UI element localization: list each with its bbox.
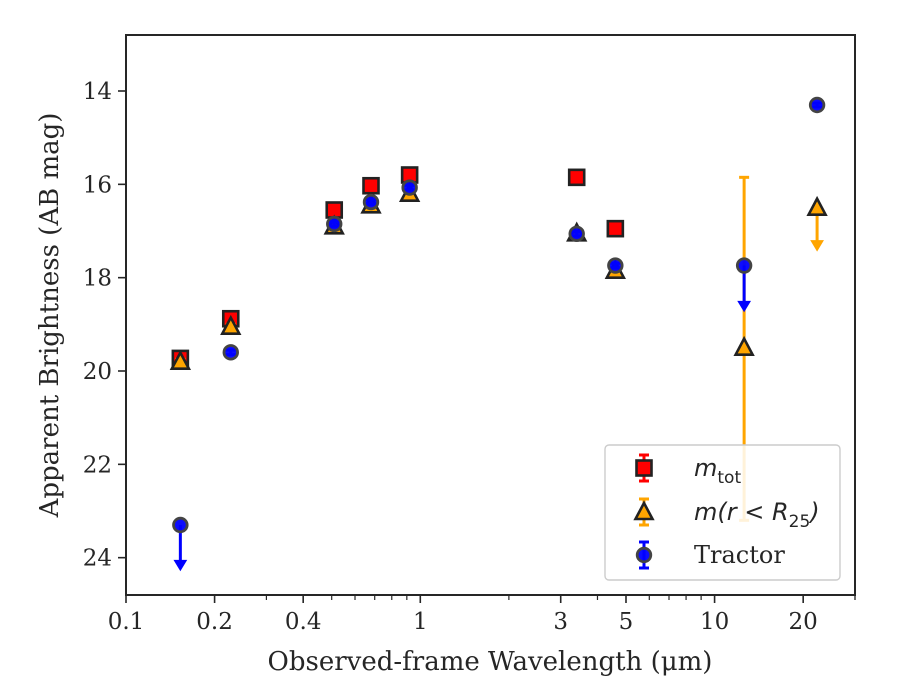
data-point-tractor (568, 225, 585, 243)
data-point-m_r25 (220, 314, 242, 335)
data-point-m_r25 (806, 195, 828, 216)
data-point-m_r25 (169, 349, 192, 370)
x-tick-label: 20 (789, 609, 818, 635)
legend-entry: mtot (635, 453, 741, 488)
x-axis-title: Observed-frame Wavelength (μm) (268, 647, 713, 677)
x-tick-label: 3 (553, 609, 568, 635)
data-point-tractor (222, 344, 239, 361)
legend-entry: m(r < R25) (633, 497, 820, 532)
data-point-m_tot (567, 168, 586, 187)
data-point-m_r25 (733, 335, 755, 356)
legend-label: mtot (694, 454, 741, 488)
x-tick-label: 5 (619, 609, 634, 635)
legend-box (604, 444, 841, 581)
x-tick-label: 0.1 (108, 609, 145, 635)
data-point-tractor (401, 179, 418, 196)
y-tick-label: 22 (83, 452, 112, 478)
data-point-m_tot (606, 219, 625, 238)
legend-label: Tractor (694, 541, 785, 569)
data-point-tractor (607, 257, 624, 274)
legend-marker (635, 546, 653, 564)
legend-entry: Tractor (635, 540, 785, 570)
y-axis-title: Apparent Brightness (AB mag) (35, 113, 65, 519)
data-point-tractor (808, 96, 826, 114)
y-tick-label: 20 (83, 359, 112, 385)
data-point-tractor (172, 516, 189, 534)
data-point-tractor (362, 193, 380, 211)
y-tick-label: 16 (83, 172, 112, 198)
x-tick-label: 10 (700, 609, 729, 635)
data-point-tractor (326, 215, 343, 233)
data-point-tractor (735, 257, 753, 274)
y-tick-label: 18 (83, 266, 112, 292)
y-tick-label: 24 (83, 546, 112, 572)
x-tick-label: 1 (413, 609, 428, 635)
data-point-m_tot (362, 176, 380, 195)
x-tick-label: 0.4 (285, 609, 322, 635)
series-tractor (172, 96, 826, 572)
legend-label: m(r < R25) (694, 498, 820, 532)
y-tick-label: 14 (83, 79, 112, 105)
legend-marker (633, 500, 655, 521)
x-tick-label: 0.2 (196, 609, 233, 635)
legend-marker (635, 459, 653, 477)
